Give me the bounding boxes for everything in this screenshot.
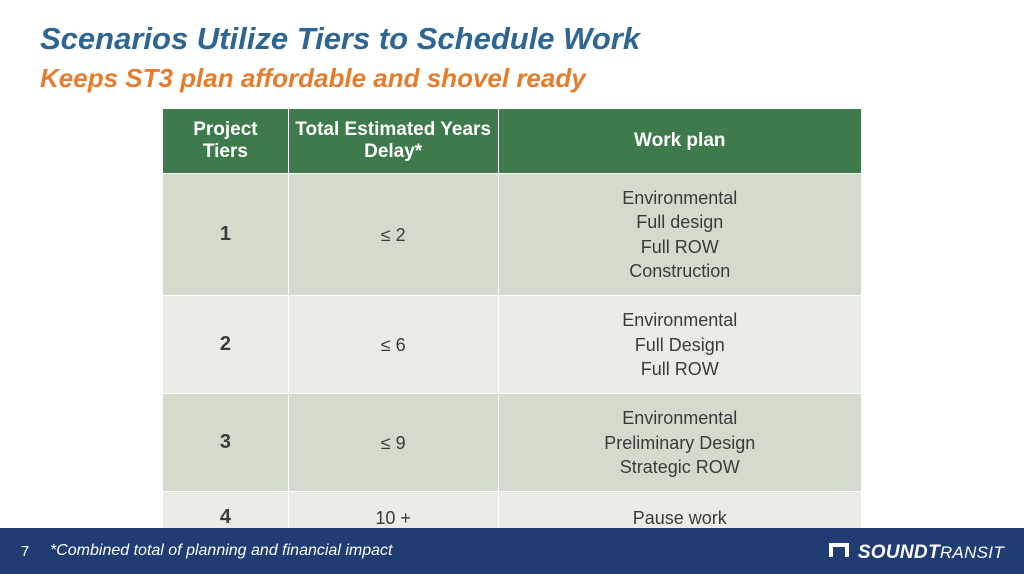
logo-ransit: RANSIT — [940, 543, 1004, 562]
header-delay: Total Estimated Years Delay* — [288, 109, 498, 174]
cell-delay: ≤ 6 — [288, 296, 498, 394]
header-tier: Project Tiers — [163, 109, 289, 174]
cell-plan: EnvironmentalPreliminary DesignStrategic… — [498, 394, 862, 492]
table-row: 2 ≤ 6 EnvironmentalFull DesignFull ROW — [163, 296, 862, 394]
cell-tier: 1 — [163, 174, 289, 296]
footnote: *Combined total of planning and financia… — [50, 542, 392, 560]
logo-t: T — [928, 542, 940, 563]
table-row: 1 ≤ 2 EnvironmentalFull designFull ROWCo… — [163, 174, 862, 296]
cell-plan: EnvironmentalFull DesignFull ROW — [498, 296, 862, 394]
tiers-table-container: Project Tiers Total Estimated Years Dela… — [162, 108, 862, 544]
footer-bar: 7 *Combined total of planning and financ… — [0, 528, 1024, 574]
cell-plan: EnvironmentalFull designFull ROWConstruc… — [498, 174, 862, 296]
logo-mark-icon — [826, 537, 852, 568]
cell-tier: 3 — [163, 394, 289, 492]
cell-tier: 2 — [163, 296, 289, 394]
soundtransit-logo: SOUNDTRANSIT — [826, 537, 1004, 568]
page-number: 7 — [0, 543, 50, 560]
slide-subtitle: Keeps ST3 plan affordable and shovel rea… — [40, 63, 984, 94]
cell-delay: ≤ 2 — [288, 174, 498, 296]
cell-delay: ≤ 9 — [288, 394, 498, 492]
table-header-row: Project Tiers Total Estimated Years Dela… — [163, 109, 862, 174]
table-row: 3 ≤ 9 EnvironmentalPreliminary DesignStr… — [163, 394, 862, 492]
slide-title: Scenarios Utilize Tiers to Schedule Work — [40, 20, 984, 57]
tiers-table: Project Tiers Total Estimated Years Dela… — [162, 108, 862, 544]
logo-text: SOUNDTRANSIT — [858, 542, 1004, 564]
logo-ound: OUND — [871, 542, 928, 563]
header-plan: Work plan — [498, 109, 862, 174]
logo-s: S — [858, 542, 871, 563]
